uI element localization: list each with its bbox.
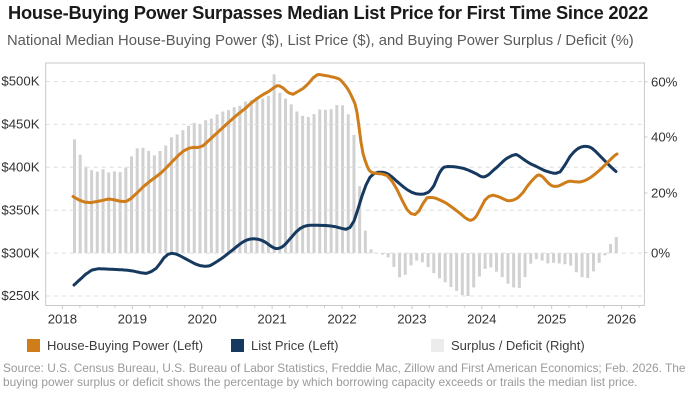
svg-text:$400K: $400K bbox=[1, 160, 39, 175]
svg-text:2020: 2020 bbox=[188, 311, 217, 326]
svg-text:2024: 2024 bbox=[467, 311, 496, 326]
svg-text:$300K: $300K bbox=[1, 245, 39, 260]
svg-text:$250K: $250K bbox=[1, 288, 39, 303]
svg-text:40%: 40% bbox=[651, 130, 678, 145]
svg-text:2018: 2018 bbox=[48, 311, 77, 326]
svg-text:$350K: $350K bbox=[1, 202, 39, 217]
svg-text:2023: 2023 bbox=[397, 311, 426, 326]
svg-text:$500K: $500K bbox=[1, 74, 39, 89]
svg-text:2022: 2022 bbox=[327, 311, 356, 326]
svg-text:2026: 2026 bbox=[607, 311, 636, 326]
svg-text:2025: 2025 bbox=[537, 311, 566, 326]
svg-text:2019: 2019 bbox=[118, 311, 147, 326]
svg-text:0%: 0% bbox=[651, 245, 670, 260]
svg-text:2021: 2021 bbox=[257, 311, 286, 326]
svg-text:60%: 60% bbox=[651, 74, 678, 89]
svg-text:$450K: $450K bbox=[1, 117, 39, 132]
svg-text:20%: 20% bbox=[651, 186, 678, 201]
